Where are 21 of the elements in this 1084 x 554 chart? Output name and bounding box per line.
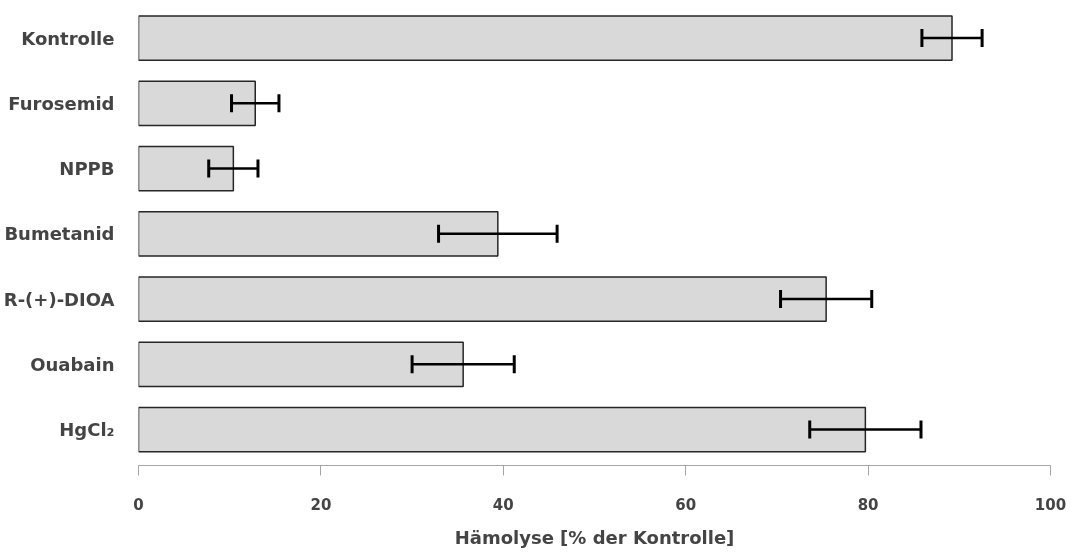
x-tick-label: 80 <box>857 495 879 514</box>
bar <box>138 406 867 453</box>
y-tick-label: HgCl₂ <box>59 419 115 441</box>
x-axis-title: Hämolyse [% der Kontrolle] <box>454 526 735 548</box>
bar <box>138 145 235 192</box>
y-tick-label: Kontrolle <box>21 27 115 49</box>
x-tick-label: 20 <box>310 495 332 514</box>
y-tick-label: Ouabain <box>30 353 115 375</box>
bar <box>138 276 827 323</box>
y-tick-label: R-(+)-DIOA <box>3 288 115 310</box>
bar <box>138 15 953 62</box>
bar <box>138 341 464 388</box>
y-tick-label: NPPB <box>59 158 115 180</box>
x-tick-label: 100 <box>1034 495 1067 514</box>
x-tick-label: 40 <box>492 495 514 514</box>
x-tick-label: 0 <box>133 495 144 514</box>
y-tick-label: Bumetanid <box>4 223 115 245</box>
y-tick-label: Furosemid <box>8 92 115 114</box>
bar <box>138 80 256 127</box>
bar <box>138 210 499 257</box>
x-tick-label: 60 <box>675 495 697 514</box>
